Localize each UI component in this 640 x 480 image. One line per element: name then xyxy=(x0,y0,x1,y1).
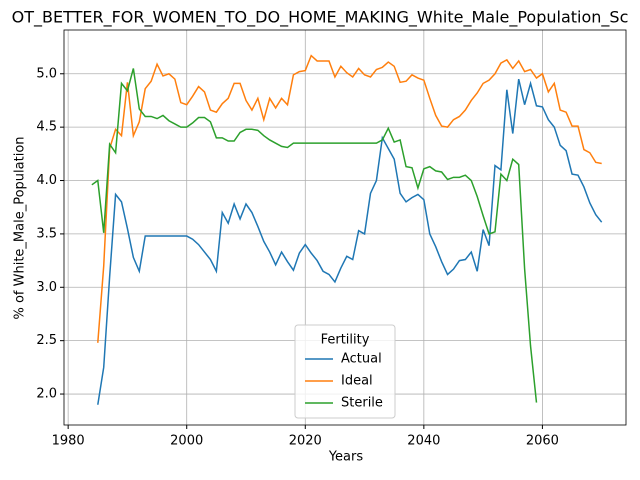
legend-label: Sterile xyxy=(341,396,383,411)
x-tick-label: 1980 xyxy=(52,434,85,449)
line xyxy=(91,68,538,403)
y-tick-label: 5.0 xyxy=(36,66,57,81)
y-tick-label: 4.5 xyxy=(36,120,57,135)
plot-frame xyxy=(63,29,627,426)
legend-box xyxy=(294,324,396,419)
line xyxy=(97,78,603,405)
legend-title: Fertility xyxy=(321,333,370,348)
legend-label: Actual xyxy=(341,352,382,367)
x-tick-label: 2060 xyxy=(526,434,559,449)
y-tick-label: 4.0 xyxy=(36,173,57,188)
y-tick-label: 2.0 xyxy=(36,387,57,402)
x-tick-label: 2020 xyxy=(289,434,322,449)
y-tick-label: 3.0 xyxy=(36,280,57,295)
y-tick-label: 2.5 xyxy=(36,333,57,348)
chart-title: OT_BETTER_FOR_WOMEN_TO_DO_HOME_MAKING_Wh… xyxy=(12,8,629,28)
legend: Fertility Actual Ideal Sterile xyxy=(294,324,396,419)
x-axis-label: Years xyxy=(328,450,364,465)
y-axis-label: % of White_Male_Population xyxy=(13,136,28,319)
legend-label: Ideal xyxy=(341,374,373,389)
line xyxy=(97,54,602,343)
x-tick-label: 2000 xyxy=(170,434,203,449)
x-tick-label: 2040 xyxy=(407,434,440,449)
y-tick-label: 3.5 xyxy=(36,226,57,241)
